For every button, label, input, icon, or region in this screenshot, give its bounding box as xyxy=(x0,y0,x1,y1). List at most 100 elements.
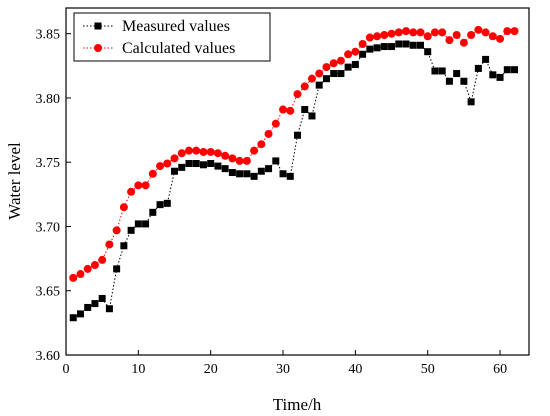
measured-point xyxy=(366,45,374,53)
calculated-point xyxy=(156,162,165,171)
calculated-point xyxy=(257,140,266,149)
calculated-point xyxy=(445,36,454,45)
y-tick-label: 3.80 xyxy=(36,92,61,107)
calculated-point xyxy=(459,38,468,47)
measured-point xyxy=(257,167,265,175)
calculated-point xyxy=(242,156,251,165)
measured-point xyxy=(163,199,171,207)
calculated-point xyxy=(488,32,497,41)
calculated-point xyxy=(452,30,461,39)
calculated-point xyxy=(496,34,505,43)
measured-point xyxy=(228,169,236,177)
calculated-point xyxy=(315,69,324,78)
calculated-point xyxy=(141,181,150,190)
x-tick-label: 50 xyxy=(421,362,435,377)
calculated-point xyxy=(105,240,114,249)
calculated-point xyxy=(300,82,309,91)
calculated-point xyxy=(387,29,396,38)
measured-point xyxy=(322,75,330,83)
calculated-point xyxy=(481,28,490,37)
calculated-point xyxy=(409,28,418,37)
measured-point xyxy=(445,77,453,85)
measured-point xyxy=(84,303,92,311)
calculated-point xyxy=(127,187,136,196)
calculated-point xyxy=(264,129,273,138)
calculated-point xyxy=(235,156,244,165)
calculated-point xyxy=(430,28,439,37)
legend-marker xyxy=(94,44,102,52)
measured-point xyxy=(171,167,179,175)
measured-point xyxy=(91,300,99,308)
calculated-point xyxy=(438,28,447,37)
measured-point xyxy=(380,43,388,51)
legend-box xyxy=(73,12,271,62)
y-tick-label: 3.85 xyxy=(36,28,61,43)
calculated-point xyxy=(112,226,121,235)
calculated-point xyxy=(184,146,193,155)
series-line xyxy=(72,43,515,319)
series-1 xyxy=(69,25,519,282)
measured-point xyxy=(69,314,77,322)
legend-label: Measured values xyxy=(122,18,230,35)
legend-marker xyxy=(94,22,102,30)
measured-point xyxy=(221,165,229,173)
calculated-point xyxy=(329,59,338,68)
calculated-point xyxy=(148,169,157,178)
measured-point xyxy=(344,63,352,71)
calculated-point xyxy=(322,63,331,72)
measured-point xyxy=(308,112,316,120)
measured-point xyxy=(134,220,142,228)
measured-point xyxy=(286,172,294,180)
x-tick-label: 60 xyxy=(493,362,507,377)
measured-point xyxy=(272,157,280,165)
measured-point xyxy=(294,131,301,139)
measured-point xyxy=(431,67,439,75)
measured-point xyxy=(185,160,193,168)
calculated-point xyxy=(510,27,519,36)
measured-point xyxy=(243,170,251,178)
measured-point xyxy=(460,77,468,85)
measured-point xyxy=(113,265,121,273)
measured-point xyxy=(496,73,504,81)
x-tick-label: 30 xyxy=(276,362,290,377)
measured-point xyxy=(236,170,244,178)
calculated-point xyxy=(474,25,483,34)
calculated-point xyxy=(192,146,201,155)
ticks-layer: 0 10 20 30 40 50 60 3.60 3.65 3.70 3.75 3.80 3.85 xyxy=(36,28,508,377)
x-tick-label: 20 xyxy=(204,362,218,377)
calculated-point xyxy=(286,106,295,115)
measured-point xyxy=(250,172,258,180)
calculated-point xyxy=(170,154,179,163)
calculated-point xyxy=(416,28,425,37)
measured-point xyxy=(373,44,381,52)
calculated-point xyxy=(467,30,476,39)
calculated-point xyxy=(177,149,186,158)
calculated-point xyxy=(373,32,382,41)
measured-point xyxy=(199,161,207,169)
measured-point xyxy=(149,208,157,216)
measured-point xyxy=(192,160,200,168)
calculated-point xyxy=(90,261,99,270)
calculated-point xyxy=(358,39,367,48)
measured-point xyxy=(482,55,490,63)
calculated-point xyxy=(365,33,374,42)
calculated-point xyxy=(98,255,107,264)
x-tick-label: 40 xyxy=(348,362,362,377)
measured-point xyxy=(105,305,113,313)
calculated-point xyxy=(380,30,389,39)
measured-point xyxy=(98,294,106,302)
measured-point xyxy=(351,61,359,69)
plot-frame xyxy=(65,7,530,356)
calculated-point xyxy=(307,74,316,83)
measured-point xyxy=(315,81,323,89)
calculated-point xyxy=(134,181,143,190)
measured-point xyxy=(409,41,417,49)
series-line xyxy=(72,29,515,279)
measured-point xyxy=(388,43,396,51)
measured-point xyxy=(279,170,287,178)
measured-point xyxy=(511,66,519,74)
measured-point xyxy=(156,201,164,209)
calculated-point xyxy=(503,27,512,36)
measured-point xyxy=(503,66,511,74)
